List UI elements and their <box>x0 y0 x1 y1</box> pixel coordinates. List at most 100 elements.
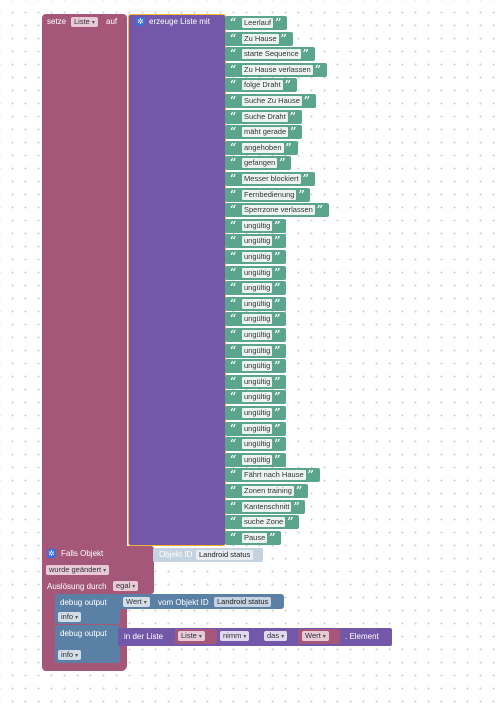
text-value[interactable]: Zu Hause verlassen <box>242 64 313 75</box>
text-string-block[interactable]: “ starte Sequence” <box>225 47 315 62</box>
text-value[interactable]: Kantenschnitt <box>242 501 292 512</box>
text-value[interactable]: Messer blockiert <box>242 174 301 184</box>
trigger-dropdown[interactable]: egal ▾ <box>113 581 139 591</box>
text-string-block[interactable]: “ ungültig” <box>225 374 287 389</box>
text-string-block[interactable]: “ ungültig” <box>225 421 287 436</box>
text-string-block[interactable]: “ ungültig” <box>225 328 287 342</box>
text-value[interactable]: ungültig <box>242 314 273 325</box>
text-string-block[interactable]: “ ungültig” <box>225 343 287 358</box>
text-value[interactable]: ungültig <box>242 361 273 372</box>
text-string-block[interactable]: “ ungültig” <box>225 218 287 233</box>
text-string-block[interactable]: “ ungültig” <box>225 390 287 405</box>
text-value[interactable]: Suche Zu Hause <box>242 96 302 106</box>
open-quote-icon: “ <box>230 406 237 419</box>
text-string-block[interactable]: “ Pause” <box>225 530 282 545</box>
level-dropdown-2[interactable]: info ▾ <box>58 650 82 660</box>
changed-dropdown[interactable]: wurde geändert ▾ <box>46 565 110 575</box>
variable-name: Liste <box>74 17 90 26</box>
take-text: nimm <box>223 631 242 640</box>
text-string-block[interactable]: “ Fernbedienung” <box>225 187 311 202</box>
create-list-block[interactable] <box>128 14 226 546</box>
text-value[interactable]: Suche Draht <box>242 111 288 122</box>
text-string-block[interactable]: “ ungültig” <box>225 359 287 374</box>
text-string-block[interactable]: “ Leerlauf” <box>225 16 288 30</box>
text-string-block[interactable]: “ Sperrzone verlassen” <box>225 203 329 218</box>
position-dropdown[interactable]: das ▾ <box>264 631 288 641</box>
text-value[interactable]: mäht gerade <box>242 127 289 138</box>
text-string-block[interactable]: “ ungültig” <box>225 452 287 467</box>
open-quote-icon: “ <box>230 390 237 404</box>
text-value[interactable]: ungültig <box>242 220 273 231</box>
text-string-block[interactable]: “ Zu Hause verlassen” <box>225 62 327 77</box>
open-quote-icon: “ <box>230 421 237 435</box>
text-value[interactable]: Fährt nach Hause <box>242 470 306 481</box>
text-value[interactable]: ungültig <box>242 236 273 247</box>
text-value[interactable]: ungültig <box>242 267 273 278</box>
text-value[interactable]: ungültig <box>242 408 273 418</box>
gear-icon[interactable]: ✲ <box>47 549 56 558</box>
close-quote-icon: ” <box>285 140 292 154</box>
text-string-block[interactable]: “ mäht gerade” <box>225 125 303 140</box>
text-string-block[interactable]: “ Messer blockiert” <box>225 172 315 186</box>
text-value[interactable]: ungültig <box>242 392 273 403</box>
open-quote-icon: “ <box>230 359 237 373</box>
text-value[interactable]: Leerlauf <box>242 18 274 28</box>
text-value[interactable]: starte Sequence <box>242 49 301 60</box>
level-dropdown-1[interactable]: info ▾ <box>58 612 82 622</box>
text-string-block[interactable]: “ folge Draht” <box>225 78 297 93</box>
variable-dropdown-liste[interactable]: Liste ▾ <box>71 17 98 27</box>
text-value[interactable]: ungültig <box>242 376 273 387</box>
text-string-block[interactable]: “ ungültig” <box>225 406 287 420</box>
text-string-block[interactable]: “ Fährt nach Hause” <box>225 468 320 483</box>
create-list-label: erzeuge Liste mit <box>149 17 210 26</box>
list-var-dropdown[interactable]: Liste ▾ <box>178 631 205 641</box>
text-value[interactable]: Sperrzone verlassen <box>242 205 315 216</box>
value-dropdown[interactable]: Wert ▾ <box>123 597 150 607</box>
text-string-block[interactable]: “ ungültig” <box>225 296 287 311</box>
text-value[interactable]: ungültig <box>242 298 273 309</box>
object-value-1[interactable]: Landroid status <box>214 597 272 607</box>
text-string-block[interactable]: “ ungültig” <box>225 250 287 264</box>
text-string-block[interactable]: “ Suche Zu Hause” <box>225 94 316 108</box>
text-string-block[interactable]: “ angehoben” <box>225 140 298 155</box>
text-value[interactable]: Pause <box>242 532 268 543</box>
text-string-block[interactable]: “ ungültig” <box>225 281 287 296</box>
text-string-block[interactable]: “ ungültig” <box>225 312 287 327</box>
close-quote-icon: ” <box>284 78 292 92</box>
gear-icon[interactable]: ✲ <box>136 17 145 26</box>
value-var-dropdown[interactable]: Wert ▾ <box>302 631 329 641</box>
text-string-block[interactable]: “ ungültig” <box>225 265 287 280</box>
text-value[interactable]: ungültig <box>242 439 273 450</box>
text-value[interactable]: ungültig <box>242 454 273 465</box>
close-quote-icon: ” <box>302 172 309 185</box>
text-value[interactable]: folge Draht <box>242 80 283 91</box>
open-quote-icon: “ <box>230 16 237 29</box>
text-string-block[interactable]: “ ungültig” <box>225 234 287 249</box>
text-value[interactable]: Fernbedienung <box>242 189 297 200</box>
text-string-block[interactable]: “ gefangen” <box>225 156 292 171</box>
open-quote-icon: “ <box>230 343 237 357</box>
text-value[interactable]: Zu Hause <box>242 33 279 44</box>
text-string-block[interactable]: “ Zu Hause” <box>225 31 293 46</box>
object-id-value[interactable]: Landroid status <box>196 550 254 560</box>
text-value[interactable]: suche Zone <box>242 517 286 528</box>
text-value[interactable]: angehoben <box>242 142 284 153</box>
text-string-block[interactable]: “ suche Zone” <box>225 515 300 530</box>
text-string-block[interactable]: “ Suche Draht” <box>225 109 302 124</box>
close-quote-icon: ” <box>274 406 281 419</box>
text-value[interactable]: ungültig <box>242 330 273 340</box>
open-quote-icon: “ <box>230 234 237 248</box>
text-value[interactable]: ungültig <box>242 345 273 356</box>
open-quote-icon: “ <box>230 312 237 326</box>
if-object-label: Falls Objekt <box>61 549 104 558</box>
take-dropdown[interactable]: nimm ▾ <box>220 631 250 641</box>
text-value[interactable]: ungültig <box>242 283 273 294</box>
text-value[interactable]: gefangen <box>242 158 278 169</box>
text-value[interactable]: ungültig <box>242 423 273 434</box>
chevron-down-icon: ▾ <box>243 634 247 640</box>
text-string-block[interactable]: “ Kantenschnitt” <box>225 499 306 514</box>
text-value[interactable]: ungültig <box>242 252 273 262</box>
text-string-block[interactable]: “ Zonen training” <box>225 484 308 498</box>
text-string-block[interactable]: “ ungültig” <box>225 437 287 452</box>
text-value[interactable]: Zonen training <box>242 486 294 496</box>
